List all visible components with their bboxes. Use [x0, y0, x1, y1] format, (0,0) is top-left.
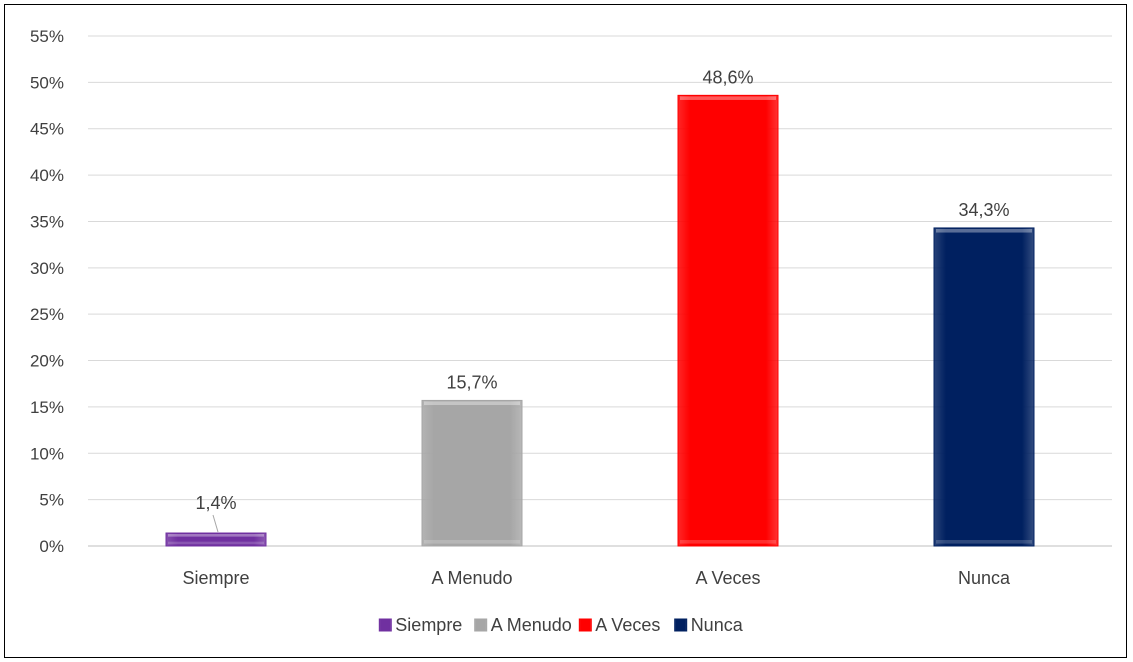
leader-line	[212, 514, 219, 533]
y-tick-label: 25%	[30, 305, 64, 324]
y-tick-label: 20%	[30, 352, 64, 371]
y-tick-label: 55%	[30, 27, 64, 46]
legend-item-nunca: Nunca	[674, 615, 744, 635]
x-axis-categories: Siempre A Menudo A Veces Nunca	[182, 568, 1011, 588]
bar-nunca	[933, 227, 1035, 547]
y-tick-label: 35%	[30, 212, 64, 231]
legend-item-a-veces: A Veces	[578, 615, 660, 635]
data-label-a-menudo: 15,7%	[446, 372, 497, 392]
bar-a-veces	[677, 94, 779, 547]
legend-swatch	[674, 618, 688, 632]
y-tick-label: 0%	[39, 537, 64, 556]
legend-label: A Menudo	[491, 615, 572, 635]
x-tick-label-a-menudo: A Menudo	[431, 568, 512, 588]
x-tick-label-a-veces: A Veces	[695, 568, 760, 588]
legend-label: Nunca	[691, 615, 744, 635]
bar-a-menudo	[421, 399, 523, 547]
legend-swatch	[578, 618, 592, 632]
legend-item-a-menudo: A Menudo	[474, 615, 572, 635]
data-label-siempre: 1,4%	[195, 493, 236, 513]
bars	[165, 94, 1035, 547]
legend-item-siempre: Siempre	[378, 615, 462, 635]
bar-siempre	[165, 532, 267, 547]
legend: Siempre A Menudo A Veces Nunca	[378, 615, 744, 635]
y-tick-label: 15%	[30, 398, 64, 417]
legend-swatch	[378, 618, 392, 632]
data-labels: 1,4% 15,7% 48,6% 34,3%	[195, 67, 1010, 533]
y-tick-label: 50%	[30, 73, 64, 92]
x-tick-label-siempre: Siempre	[182, 568, 249, 588]
legend-label: A Veces	[595, 615, 660, 635]
x-tick-label-nunca: Nunca	[958, 568, 1011, 588]
y-tick-label: 45%	[30, 120, 64, 139]
y-tick-label: 10%	[30, 444, 64, 463]
legend-label: Siempre	[395, 615, 462, 635]
y-tick-label: 5%	[39, 491, 64, 510]
data-label-nunca: 34,3%	[958, 200, 1009, 220]
y-axis-ticks: 0% 5% 10% 15% 20% 25% 30% 35% 40% 45% 50% 55%	[30, 27, 64, 556]
legend-swatch	[474, 618, 488, 632]
y-tick-label: 40%	[30, 166, 64, 185]
data-label-a-veces: 48,6%	[702, 67, 753, 87]
y-tick-label: 30%	[30, 259, 64, 278]
